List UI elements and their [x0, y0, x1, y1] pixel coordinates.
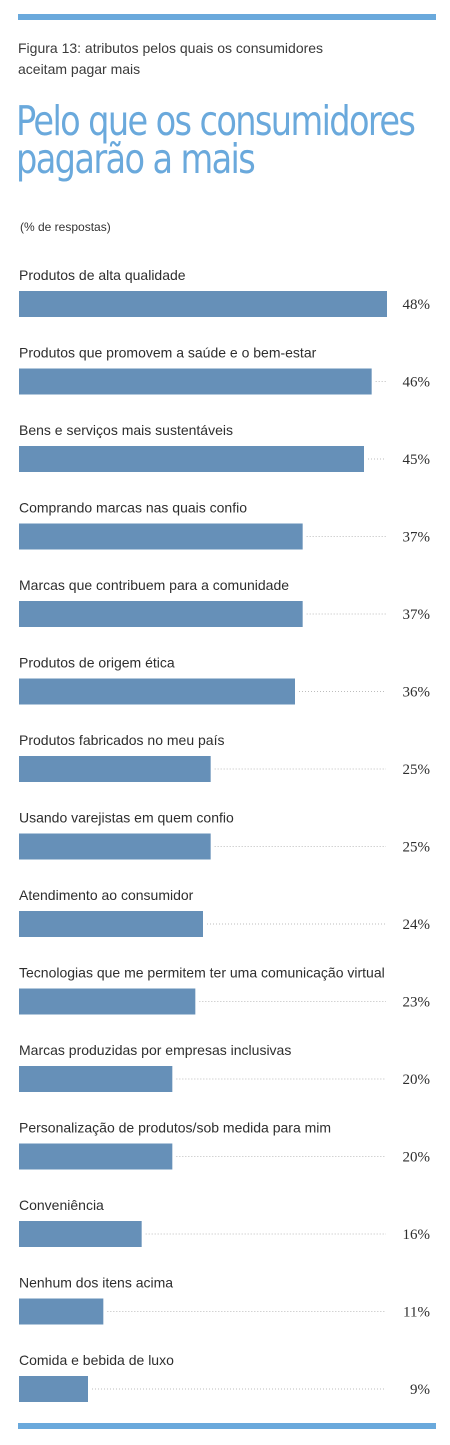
- bar-label: Nenhum dos itens acima: [19, 1275, 173, 1291]
- chart-subtitle: (% de respostas): [20, 220, 111, 234]
- bar: [19, 291, 387, 317]
- bar-value-label: 20%: [403, 1072, 431, 1088]
- bar: [19, 911, 203, 937]
- bar-label: Bens e serviços mais sustentáveis: [19, 422, 233, 438]
- bar: [19, 368, 372, 395]
- bar: [19, 756, 211, 782]
- bar-label: Atendimento ao consumidor: [19, 887, 194, 903]
- bar-value-label: 25%: [403, 762, 431, 778]
- bar: [19, 833, 211, 860]
- bottom-rule: [18, 1423, 436, 1429]
- bar-value-label: 11%: [403, 1305, 430, 1321]
- bar-label: Comida e bebida de luxo: [19, 1352, 174, 1368]
- bar-label: Conveniência: [19, 1197, 104, 1213]
- bar-value-label: 37%: [403, 530, 431, 546]
- bar-value-label: 45%: [403, 452, 431, 468]
- bar: [19, 1066, 173, 1092]
- bar-value-label: 24%: [403, 917, 431, 933]
- top-rule: [18, 14, 436, 20]
- bar-value-label: 36%: [403, 685, 431, 701]
- bar-value-label: 48%: [403, 297, 431, 313]
- bar: [19, 678, 295, 705]
- bar-value-label: 25%: [403, 840, 431, 856]
- chart-title: Pelo que os consumidores pagarão a mais: [16, 97, 416, 183]
- bar-label: Marcas produzidas por empresas inclusiva…: [19, 1042, 291, 1058]
- bar-label: Produtos fabricados no meu país: [19, 732, 224, 748]
- bar: [19, 1143, 173, 1170]
- bar-label: Produtos que promovem a saúde e o bem-es…: [19, 345, 317, 361]
- bar: [19, 446, 364, 472]
- bar-value-label: 46%: [403, 375, 431, 391]
- bar: [19, 1376, 88, 1402]
- bar-label: Produtos de alta qualidade: [19, 267, 186, 283]
- bar-value-label: 37%: [403, 607, 431, 623]
- bar: [19, 1221, 142, 1247]
- bar: [19, 988, 196, 1015]
- bar-label: Comprando marcas nas quais confio: [19, 500, 247, 516]
- bar-value-label: 23%: [403, 995, 431, 1011]
- bar-label: Produtos de origem ética: [19, 655, 175, 671]
- bar: [19, 1298, 104, 1325]
- bar-label: Usando varejistas em quem confio: [19, 810, 234, 826]
- figure-caption: Figura 13: atributos pelos quais os cons…: [18, 40, 324, 77]
- bar-label: Personalização de produtos/sob medida pa…: [19, 1120, 331, 1136]
- bar-label: Tecnologias que me permitem ter uma comu…: [19, 965, 385, 981]
- bar-value-label: 20%: [403, 1150, 431, 1166]
- bar-value-label: 16%: [403, 1227, 431, 1243]
- bar-value-label: 9%: [410, 1382, 430, 1398]
- bar: [19, 601, 303, 627]
- bar-label: Marcas que contribuem para a comunidade: [19, 577, 289, 593]
- bar: [19, 523, 303, 550]
